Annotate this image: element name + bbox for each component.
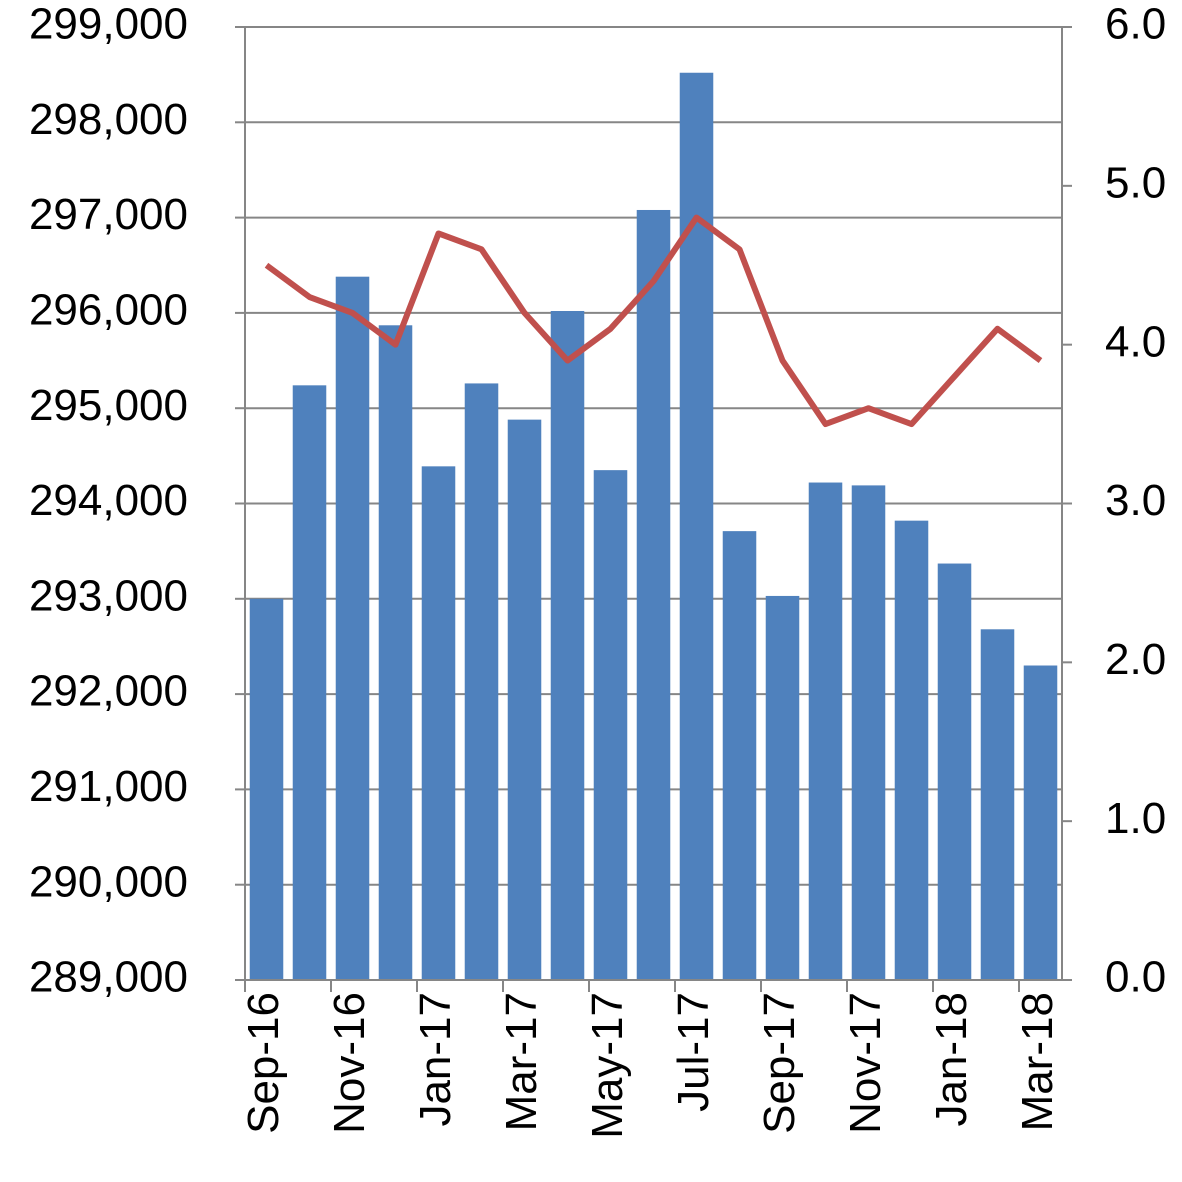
bar [765, 595, 800, 980]
x-tick-label: Jul-17 [669, 992, 718, 1112]
bar [550, 310, 585, 980]
y2-tick-label: 4.0 [1105, 317, 1166, 366]
bar [378, 325, 413, 980]
x-tick-label: May-17 [583, 992, 632, 1139]
y-tick-label: 295,000 [29, 381, 188, 430]
y2-tick-label: 1.0 [1105, 794, 1166, 843]
y-tick-label: 293,000 [29, 571, 188, 620]
y-tick-label: 291,000 [29, 762, 188, 811]
bar [1023, 665, 1058, 980]
bar [335, 276, 370, 980]
x-tick-label: Nov-17 [841, 992, 890, 1134]
y-tick-label: 298,000 [29, 95, 188, 144]
x-tick-label: Mar-18 [1013, 992, 1062, 1131]
y-tick-label: 297,000 [29, 190, 188, 239]
bar [421, 466, 456, 980]
bar [464, 383, 499, 980]
bar [679, 72, 714, 980]
y-tick-label: 299,000 [29, 0, 188, 49]
bar [722, 531, 757, 980]
y-tick-label: 294,000 [29, 476, 188, 525]
y-tick-label: 292,000 [29, 667, 188, 716]
y-tick-label: 289,000 [29, 953, 188, 1002]
bar [636, 209, 671, 980]
bar [593, 470, 628, 980]
x-tick-label: Jan-17 [411, 992, 460, 1127]
y2-tick-label: 2.0 [1105, 635, 1166, 684]
y2-tick-label: 5.0 [1105, 158, 1166, 207]
y2-tick-label: 6.0 [1105, 0, 1166, 49]
bar [937, 563, 972, 980]
x-tick-label: Sep-17 [755, 992, 804, 1134]
x-tick-label: Nov-16 [325, 992, 374, 1134]
bar [507, 419, 542, 980]
x-tick-label: Mar-17 [497, 992, 546, 1131]
y2-tick-label: 0.0 [1105, 953, 1166, 1002]
bar [808, 482, 843, 980]
line [264, 214, 1043, 428]
y-tick-label: 296,000 [29, 286, 188, 335]
y-tick-label: 290,000 [29, 857, 188, 906]
bar [980, 629, 1015, 980]
bar [894, 520, 929, 980]
x-tick-label: Sep-16 [239, 992, 288, 1134]
bar [851, 485, 886, 980]
y2-tick-label: 3.0 [1105, 476, 1166, 525]
bar [292, 385, 327, 980]
x-tick-label: Jan-18 [927, 992, 976, 1127]
bar [249, 598, 284, 980]
